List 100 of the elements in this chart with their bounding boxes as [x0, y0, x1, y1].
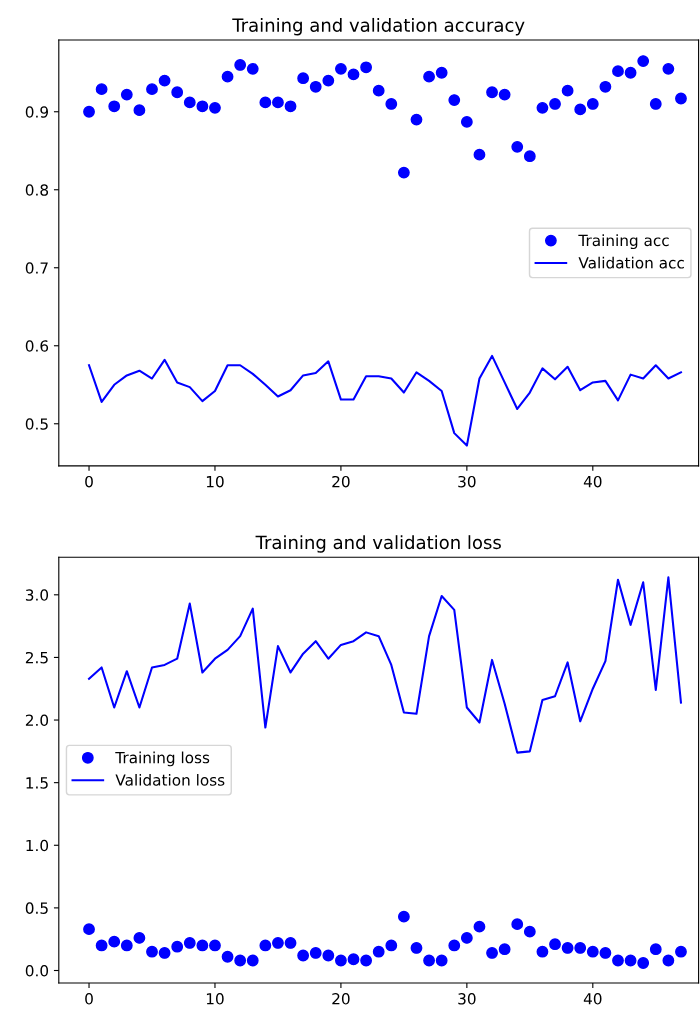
point [297, 949, 310, 962]
point [410, 113, 423, 126]
point [435, 66, 448, 79]
x-tick-label: 20 [332, 993, 350, 1005]
point [460, 932, 473, 944]
point [360, 61, 373, 74]
y-tick-label: 0.6 [25, 340, 49, 352]
point [259, 939, 272, 952]
point [536, 101, 549, 114]
point [309, 80, 322, 93]
point [473, 148, 486, 161]
point [549, 938, 561, 951]
point [498, 943, 511, 956]
x-tick-label: 0 [85, 475, 93, 488]
point [272, 96, 284, 109]
point [649, 98, 662, 110]
legend-label: Validation acc [578, 256, 684, 269]
x-tick-label: 10 [206, 993, 224, 1005]
point [221, 70, 234, 83]
point [335, 62, 347, 75]
point [158, 74, 171, 87]
point [347, 953, 360, 966]
point [221, 950, 234, 963]
legend-label: Validation loss [115, 773, 225, 786]
point [322, 949, 335, 962]
point [599, 947, 612, 959]
point [234, 954, 247, 967]
point [372, 84, 385, 97]
point [561, 84, 574, 97]
point [183, 96, 196, 109]
point [108, 935, 121, 948]
point [523, 925, 536, 938]
point [146, 945, 158, 958]
point [272, 937, 284, 949]
point [523, 150, 536, 163]
point [120, 88, 133, 101]
point [649, 943, 662, 956]
point [448, 939, 461, 952]
point [473, 920, 486, 933]
point [423, 954, 435, 967]
point [95, 939, 108, 952]
point [662, 954, 675, 967]
x-tick-label: 30 [458, 475, 476, 488]
point [423, 70, 435, 83]
x-tick-label: 40 [583, 993, 602, 1005]
point [397, 910, 410, 923]
point [83, 923, 95, 936]
point [372, 945, 385, 958]
point [360, 954, 373, 967]
y-tick-label: 3.0 [25, 589, 49, 601]
point [637, 55, 650, 67]
point [171, 86, 184, 99]
line-series [87, 354, 683, 447]
y-tick-label: 0.0 [25, 964, 49, 977]
point [146, 83, 158, 96]
point [498, 88, 511, 101]
point [284, 100, 297, 113]
point [158, 947, 171, 959]
point [574, 103, 587, 116]
point [662, 62, 675, 75]
point [624, 66, 637, 79]
legend-label: Training loss [115, 751, 210, 767]
point [561, 942, 574, 954]
point [347, 68, 360, 81]
chart-title: Training and validation accuracy [232, 17, 525, 36]
point [246, 954, 259, 967]
y-tick-label: 2.5 [25, 651, 48, 664]
point [196, 939, 209, 952]
point [309, 947, 322, 959]
y-tick-label: 2.0 [25, 714, 49, 727]
y-tick-label: 0.8 [25, 184, 49, 196]
point [637, 957, 650, 969]
point [385, 98, 398, 110]
y-tick-label: 0.7 [25, 262, 48, 274]
point [108, 100, 121, 113]
point [599, 80, 612, 93]
point [612, 954, 624, 967]
point [322, 74, 335, 87]
point [549, 98, 561, 110]
point [511, 918, 524, 931]
legend-label: Training acc [578, 234, 669, 250]
point [133, 932, 146, 944]
point [120, 939, 133, 952]
point [209, 939, 221, 952]
point [133, 104, 146, 117]
x-tick-label: 40 [583, 475, 602, 488]
point [675, 92, 687, 105]
point [385, 939, 398, 952]
point [460, 115, 473, 128]
point [574, 942, 587, 954]
point [335, 954, 347, 967]
y-tick-label: 0.5 [25, 418, 48, 430]
point [209, 101, 221, 114]
point [586, 945, 599, 958]
x-tick-label: 0 [85, 993, 93, 1005]
point [95, 83, 108, 96]
point [486, 86, 498, 99]
point [586, 98, 599, 110]
point [410, 942, 423, 954]
point [511, 140, 524, 153]
